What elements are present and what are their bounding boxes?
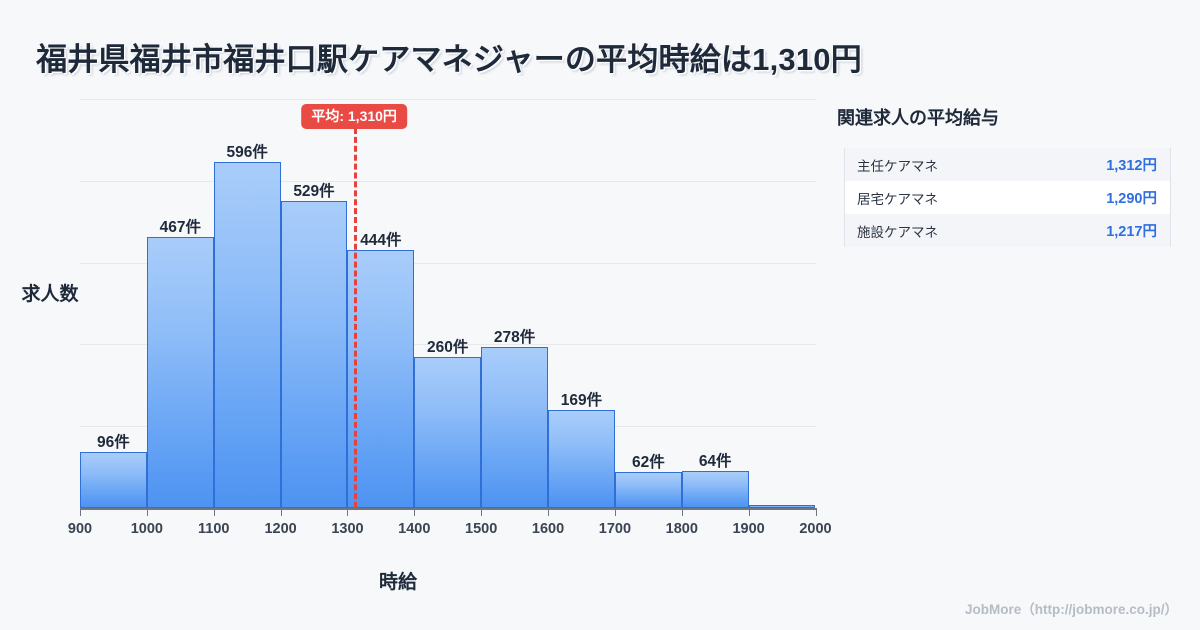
- x-axis-tick: [548, 508, 550, 516]
- x-axis-tick: [481, 508, 483, 516]
- x-axis-tick: [815, 508, 817, 516]
- related-salary-row-value: 1,312円: [1106, 158, 1157, 174]
- x-axis-tick-label: 1200: [264, 521, 297, 537]
- bar-value-label: 596件: [226, 144, 268, 162]
- page-title: 福井県福井市福井口駅ケアマネジャーの平均時給は1,310円: [36, 42, 862, 77]
- x-axis-tick-label: 1300: [331, 521, 364, 537]
- bar-value-label: 169件: [560, 391, 603, 409]
- average-line: [354, 128, 358, 508]
- histogram-bar: [280, 201, 348, 508]
- histogram-bar: [548, 409, 615, 508]
- x-axis-tick-label: 1400: [398, 521, 431, 537]
- histogram-bar: [414, 357, 482, 508]
- related-salary-row-value: 1,217円: [1106, 224, 1157, 240]
- x-axis-tick-label: 1100: [197, 521, 230, 537]
- x-axis-tick: [146, 508, 148, 516]
- bar-value-label: 260件: [427, 339, 469, 357]
- related-salary-row-value: 1,290円: [1106, 191, 1157, 207]
- histogram-chart: 求人数 96件 467件 596件 529件 444件 260件 278件 169件 62件 64…: [21, 99, 832, 593]
- related-salary-row-label: 居宅ケアマネ: [857, 191, 938, 207]
- bar-value-label: 444件: [360, 232, 402, 250]
- related-salary-table: 主任ケアマネ 1,312円居宅ケアマネ 1,290円施設ケアマネ 1,217円: [844, 148, 1171, 247]
- histogram-bar: [748, 504, 816, 508]
- histogram-bar: [347, 250, 415, 508]
- related-salary-row-label: 施設ケアマネ: [857, 224, 938, 240]
- x-axis-tick: [414, 508, 416, 516]
- x-axis-tick-label: 1500: [465, 521, 498, 537]
- bar-value-label: 96件: [97, 434, 130, 452]
- bar-value-label: 62件: [631, 454, 665, 472]
- related-salary-panel: 関連求人の平均給与 主任ケアマネ 1,312円居宅ケアマネ 1,290円施設ケアマネ…: [837, 0, 1177, 630]
- x-axis-tick-label: 1000: [130, 521, 163, 537]
- gridline: [80, 180, 816, 182]
- gridline: [80, 262, 816, 264]
- bar-value-label: 529件: [293, 183, 335, 201]
- x-axis-tick-label: 900: [67, 521, 93, 537]
- x-axis-line: [80, 508, 816, 510]
- related-salary-row: 主任ケアマネ 1,312円: [845, 148, 1170, 181]
- x-axis-tick: [213, 508, 215, 516]
- histogram-bar: [481, 346, 549, 508]
- histogram-bar: [681, 470, 749, 508]
- footer-attribution: JobMore（http://jobmore.co.jp/）: [965, 602, 1178, 617]
- x-axis-tick-label: 2000: [799, 521, 832, 537]
- x-axis-tick-label: 1600: [531, 521, 565, 537]
- bar-value-label: 278件: [493, 328, 536, 346]
- histogram-bar: [614, 472, 682, 508]
- bar-value-label: 64件: [698, 452, 732, 470]
- x-axis-tick-label: 1700: [598, 521, 632, 537]
- related-salary-title: 関連求人の平均給与: [837, 108, 999, 128]
- histogram-bar: [213, 162, 281, 508]
- x-axis-tick-label: 1900: [732, 521, 765, 537]
- related-salary-row: 施設ケアマネ 1,217円: [845, 214, 1170, 247]
- x-axis-tick: [681, 508, 683, 516]
- histogram-bar: [146, 237, 214, 508]
- x-axis-tick-label: 1800: [665, 521, 698, 537]
- bar-value-label: 467件: [159, 219, 201, 237]
- histogram-bar: [80, 452, 147, 508]
- x-axis-tick: [280, 508, 282, 516]
- gridline: [80, 344, 816, 346]
- x-axis-tick: [80, 508, 81, 516]
- related-salary-row-label: 主任ケアマネ: [857, 158, 938, 174]
- gridline: [80, 99, 816, 100]
- x-axis-tick: [614, 508, 616, 516]
- x-axis-tick: [748, 508, 750, 516]
- y-axis-title: 求人数: [21, 284, 79, 305]
- average-badge: 平均: 1,310円: [301, 104, 407, 130]
- x-axis-tick: [347, 508, 349, 516]
- related-salary-row: 居宅ケアマネ 1,290円: [845, 181, 1170, 214]
- x-axis-title: 時給: [378, 572, 417, 593]
